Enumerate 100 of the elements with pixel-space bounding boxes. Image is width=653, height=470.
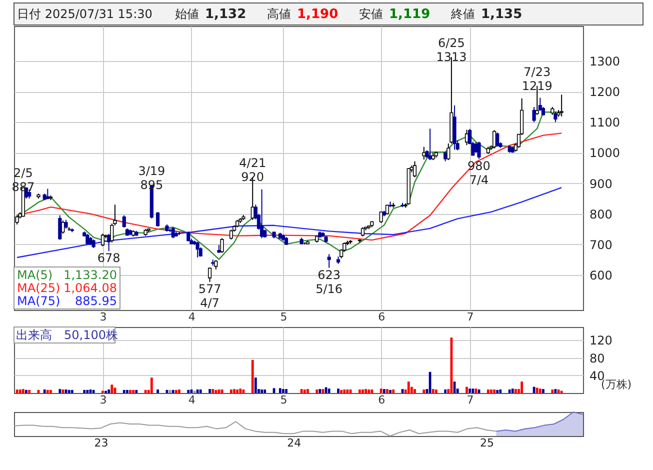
candlestick (496, 132, 500, 148)
text: 高値 (267, 7, 291, 21)
bar (434, 389, 438, 393)
bar (389, 390, 392, 393)
bar (233, 389, 236, 393)
bar (414, 389, 416, 393)
bar (370, 389, 374, 393)
candlestick (446, 143, 450, 161)
candlestick (477, 141, 481, 160)
bar (316, 389, 318, 393)
bar (22, 389, 24, 393)
bar (62, 389, 64, 393)
bar (472, 388, 474, 393)
bar (368, 389, 370, 393)
annotation: 4/21 920 (239, 156, 266, 184)
x-tick-label: 4 (188, 310, 196, 324)
candlestick (229, 229, 233, 240)
x-tick-label: 7 (466, 310, 474, 324)
bar (538, 388, 542, 393)
candlestick (360, 226, 365, 237)
annotation: 3/19 895 (138, 164, 166, 192)
bar (129, 390, 132, 393)
text: 1,119 (389, 7, 430, 22)
bar (432, 389, 434, 393)
bar (58, 389, 62, 393)
y-tick-label: 1300 (590, 54, 620, 69)
bar (318, 389, 322, 393)
bar (25, 390, 28, 393)
bar (254, 378, 257, 393)
bar (490, 389, 492, 393)
bar (156, 389, 159, 393)
bar (407, 382, 410, 393)
bar (236, 389, 239, 393)
x-tick-label: 3 (100, 310, 107, 324)
bar (174, 390, 178, 393)
candlestick (15, 214, 19, 225)
bar (199, 389, 202, 393)
bar (190, 389, 193, 393)
text: MA(25) (17, 281, 60, 295)
bar (496, 390, 499, 393)
bar (285, 389, 288, 393)
bar (86, 390, 89, 393)
y-tick-label: 800 (590, 207, 612, 222)
bar (466, 386, 468, 393)
bar (282, 389, 284, 393)
candlestick (122, 214, 126, 228)
candlestick (61, 220, 65, 234)
bar (551, 389, 554, 393)
bar (362, 389, 364, 393)
bar (380, 388, 382, 393)
bar (346, 389, 349, 393)
bar (108, 389, 110, 393)
bar (135, 390, 138, 393)
text: 1,135 (481, 7, 522, 22)
bar (150, 378, 153, 393)
bar (542, 389, 544, 393)
bar (70, 390, 74, 393)
candlestick (412, 160, 417, 178)
candlestick (171, 226, 175, 239)
y-tick-label: 80 (590, 351, 605, 366)
candlestick (186, 231, 190, 242)
bar (306, 389, 309, 393)
candlestick (208, 267, 212, 282)
bar (364, 389, 367, 393)
bar (328, 388, 330, 393)
bar (358, 389, 361, 393)
y-tick-label: 1100 (590, 116, 620, 130)
bar (172, 390, 174, 393)
x-tick-label: 23 (94, 436, 108, 450)
bar (444, 389, 447, 393)
bar (303, 389, 306, 393)
bar (110, 384, 114, 393)
x-tick-label: 25 (480, 436, 494, 450)
candlestick (385, 204, 390, 215)
x-tick-label: 7 (466, 394, 474, 406)
bar (251, 360, 254, 393)
annotation: 7/23 1219 (522, 64, 552, 93)
y-tick-label: 700 (590, 238, 612, 252)
candlestick (554, 111, 558, 123)
bar (50, 390, 52, 393)
bar (132, 390, 135, 393)
x-tick-label: 3 (100, 394, 107, 406)
x-tick-label: 5 (280, 394, 288, 406)
bar (18, 389, 22, 393)
bar (392, 389, 395, 393)
bar (16, 389, 18, 393)
candlestick (220, 238, 224, 254)
bar (68, 390, 70, 393)
annotation: 6/25 1313 (436, 36, 467, 64)
bar (499, 389, 502, 393)
bar (230, 389, 232, 393)
bar (386, 389, 388, 393)
bar (28, 390, 30, 393)
bar (239, 388, 242, 393)
text: 1,190 (297, 7, 338, 22)
candlestick (156, 211, 160, 228)
bar (511, 388, 514, 393)
bar (532, 386, 536, 393)
candlestick (58, 214, 62, 240)
bar (260, 389, 263, 393)
